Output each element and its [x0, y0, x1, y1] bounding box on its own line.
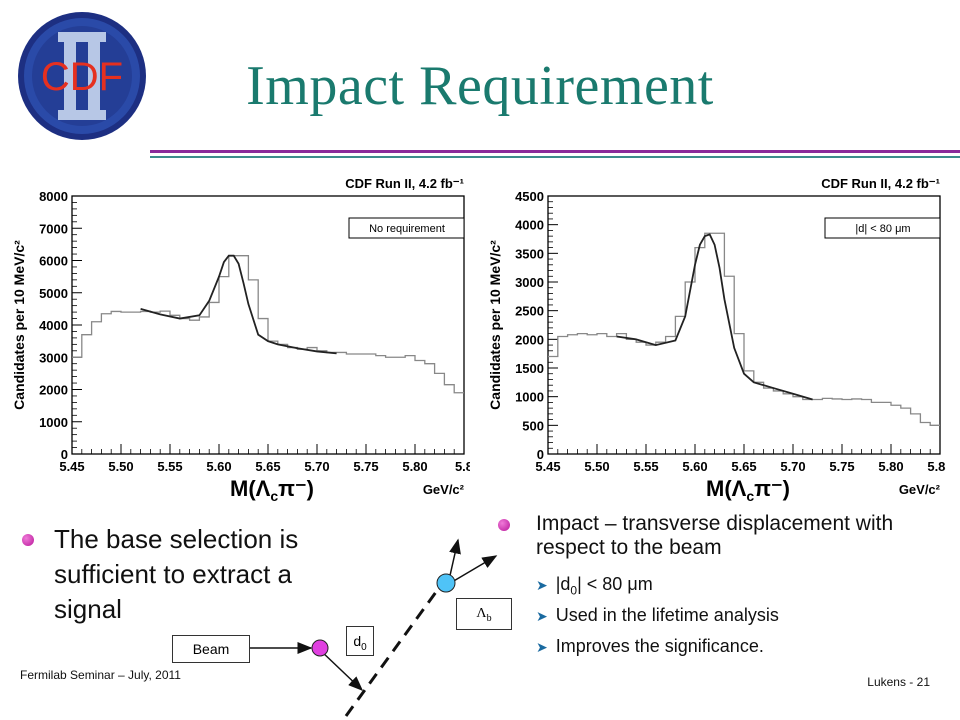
- y-tick-label: 7000: [39, 221, 68, 236]
- y-tick-label: 8000: [39, 189, 68, 204]
- x-axis-unit: GeV/c²: [899, 482, 941, 497]
- sub-text: Improves the significance.: [555, 636, 764, 656]
- footer-seminar: Fermilab Seminar – July, 2011: [20, 668, 181, 682]
- lambda-subscript: b: [486, 612, 492, 624]
- x-tick-label: 5.80: [878, 459, 903, 474]
- legend-box: [348, 217, 465, 239]
- beam-label-box: Beam: [172, 635, 250, 663]
- x-tick-label: 5.80: [402, 459, 427, 474]
- slide-title: Impact Requirement: [246, 55, 714, 117]
- y-axis-label: Candidates per 10 MeV/c²: [11, 240, 27, 410]
- sub-text: | < 80 μm: [577, 574, 653, 594]
- logo-text: CDF: [41, 55, 123, 99]
- sub-bullet-lifetime: ➤ Used in the lifetime analysis: [536, 605, 779, 626]
- bullet-impact: Impact – transverse displacement with re…: [498, 512, 948, 560]
- x-tick-label: 5.8: [455, 459, 470, 474]
- sub-text: Used in the lifetime analysis: [555, 605, 779, 625]
- track-arrow-1: [448, 538, 461, 581]
- x-tick-label: 5.50: [584, 459, 609, 474]
- chart-no-requirement: CDF Run II, 4.2 fb⁻¹ No requirement 0 1000 2…: [11, 176, 470, 504]
- bullet-base-selection: The base selection is sufficient to extr…: [22, 522, 362, 627]
- x-tick-label: 5.60: [682, 459, 707, 474]
- beam-vertex: [311, 639, 329, 657]
- x-tick-label: 5.85: [927, 459, 946, 474]
- y-tick-label: 4000: [39, 318, 68, 333]
- y-tick-label: 1000: [515, 390, 544, 405]
- x-tick-label: 5.50: [108, 459, 133, 474]
- y-tick-label: 2500: [515, 304, 544, 319]
- x-tick-label: 5.55: [633, 459, 658, 474]
- chart-impact-cut: CDF Run II, 4.2 fb⁻¹ |d| < 80 μm 0 500 1000 1…: [487, 176, 946, 504]
- x-tick-label: 5.45: [59, 459, 84, 474]
- y-tick-label: 4500: [515, 189, 544, 204]
- d0-arrow: [319, 649, 364, 692]
- beam-line: [344, 591, 438, 717]
- histogram-series: [548, 232, 940, 426]
- y-tick-label: 1000: [39, 415, 68, 430]
- x-tick-label: 5.45: [535, 459, 560, 474]
- x-axis-label: M(Λcπ⁻): [230, 476, 314, 504]
- sub-bullet-significance: ➤ Improves the significance.: [536, 636, 764, 657]
- d0-label-box: d0: [346, 626, 374, 656]
- cdf-logo: CDF: [18, 12, 146, 140]
- bullet-dot-icon: [22, 534, 34, 546]
- beam-label: Beam: [192, 641, 230, 657]
- sub-bullet-d0: ➤ |d0| < 80 μm: [536, 574, 653, 598]
- x-axis-label: M(Λcπ⁻): [706, 476, 790, 504]
- y-tick-label: 500: [522, 418, 544, 433]
- sub-subscript: 0: [570, 583, 578, 598]
- lambda-label: Λ: [476, 606, 487, 621]
- fit-curve: [616, 233, 813, 401]
- x-tick-label: 5.75: [353, 459, 378, 474]
- lambda-label-box: Λb: [456, 598, 512, 630]
- arrow-bullet-icon: ➤: [536, 639, 548, 655]
- bullet-dot-icon: [498, 519, 510, 531]
- decay-vertex: [436, 573, 456, 593]
- x-tick-label: 5.75: [829, 459, 854, 474]
- y-tick-label: 6000: [39, 254, 68, 269]
- title-rule-bottom: [150, 156, 960, 158]
- x-tick-label: 5.70: [780, 459, 805, 474]
- y-tick-label: 1500: [515, 361, 544, 376]
- legend-label: No requirement: [369, 223, 445, 235]
- d0-subscript: 0: [361, 641, 367, 653]
- legend-label: |d| < 80 μm: [855, 223, 910, 235]
- chart-header: CDF Run II, 4.2 fb⁻¹: [821, 176, 940, 191]
- y-tick-label: 5000: [39, 286, 68, 301]
- track-arrow-2: [451, 555, 498, 583]
- y-tick-label: 0: [61, 447, 68, 462]
- y-tick-label: 4000: [515, 218, 544, 233]
- title-rule-top: [150, 150, 960, 153]
- y-tick-label: 2000: [515, 332, 544, 347]
- x-tick-label: 5.55: [157, 459, 182, 474]
- y-tick-label: 3500: [515, 246, 544, 261]
- footer-page: Lukens - 21: [867, 675, 930, 689]
- legend-box: [824, 217, 941, 239]
- chart-header: CDF Run II, 4.2 fb⁻¹: [345, 176, 464, 191]
- bullet-text: Impact – transverse displacement with re…: [536, 512, 894, 559]
- arrow-bullet-icon: ➤: [536, 608, 548, 624]
- fit-curve: [140, 254, 337, 355]
- x-tick-label: 5.65: [255, 459, 280, 474]
- y-tick-label: 0: [537, 447, 544, 462]
- x-axis-unit: GeV/c²: [423, 482, 465, 497]
- y-axis-label: Candidates per 10 MeV/c²: [487, 240, 503, 410]
- y-tick-label: 3000: [39, 350, 68, 365]
- x-tick-label: 5.70: [304, 459, 329, 474]
- plot-frame: [547, 195, 941, 455]
- d0-label: d: [353, 633, 362, 649]
- histogram-series: [72, 255, 464, 394]
- x-tick-label: 5.65: [731, 459, 756, 474]
- arrow-bullet-icon: ➤: [536, 577, 548, 593]
- sub-text: |d: [555, 574, 571, 594]
- y-tick-label: 2000: [39, 383, 68, 398]
- x-tick-label: 5.60: [206, 459, 231, 474]
- y-tick-label: 3000: [515, 275, 544, 290]
- bullet-text: The base selection is sufficient to extr…: [54, 524, 299, 624]
